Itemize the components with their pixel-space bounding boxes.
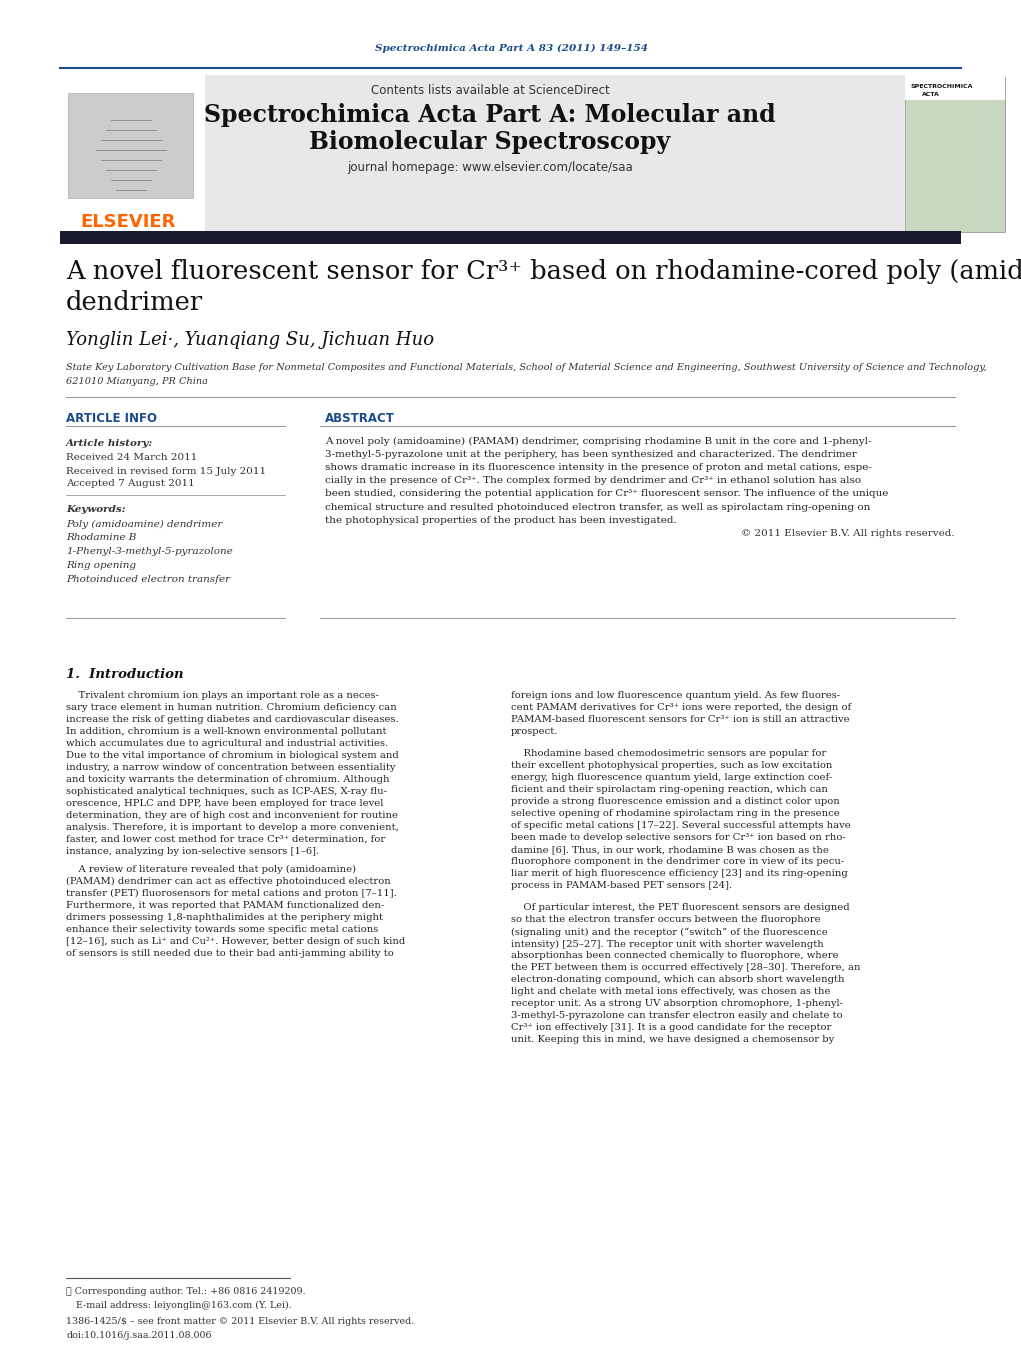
Text: receptor unit. As a strong UV absorption chromophore, 1-phenyl-: receptor unit. As a strong UV absorption… bbox=[510, 1000, 843, 1008]
Text: Yonglin Lei·, Yuanqiang Su, Jichuan Huo: Yonglin Lei·, Yuanqiang Su, Jichuan Huo bbox=[66, 331, 434, 349]
Text: A review of literature revealed that poly (amidoamine): A review of literature revealed that pol… bbox=[66, 865, 356, 874]
Text: Poly (amidoamine) dendrimer: Poly (amidoamine) dendrimer bbox=[66, 519, 223, 528]
Text: of sensors is still needed due to their bad anti-jamming ability to: of sensors is still needed due to their … bbox=[66, 948, 394, 958]
Text: journal homepage: www.elsevier.com/locate/saa: journal homepage: www.elsevier.com/locat… bbox=[347, 162, 633, 174]
Text: 3-methyl-5-pyrazolone unit at the periphery, has been synthesized and characteri: 3-methyl-5-pyrazolone unit at the periph… bbox=[325, 450, 857, 459]
Text: transfer (PET) fluorosensors for metal cations and proton [7–11].: transfer (PET) fluorosensors for metal c… bbox=[66, 889, 397, 897]
Text: Accepted 7 August 2011: Accepted 7 August 2011 bbox=[66, 480, 195, 489]
Text: selective opening of rhodamine spirolactam ring in the presence: selective opening of rhodamine spirolact… bbox=[510, 809, 839, 819]
Text: State Key Laboratory Cultivation Base for Nonmetal Composites and Functional Mat: State Key Laboratory Cultivation Base fo… bbox=[66, 363, 986, 373]
Text: shows dramatic increase in its fluorescence intensity in the presence of proton : shows dramatic increase in its fluoresce… bbox=[325, 463, 872, 471]
Text: ELSEVIER: ELSEVIER bbox=[80, 213, 176, 231]
Text: Due to the vital importance of chromium in biological system and: Due to the vital importance of chromium … bbox=[66, 751, 399, 759]
Text: Ring opening: Ring opening bbox=[66, 562, 136, 570]
Text: (PAMAM) dendrimer can act as effective photoinduced electron: (PAMAM) dendrimer can act as effective p… bbox=[66, 877, 391, 885]
Bar bbox=[60, 76, 905, 235]
Text: Article history:: Article history: bbox=[66, 439, 153, 449]
Bar bbox=[60, 76, 205, 235]
Bar bbox=[905, 77, 1005, 232]
Text: A novel poly (amidoamine) (PAMAM) dendrimer, comprising rhodamine B unit in the : A novel poly (amidoamine) (PAMAM) dendri… bbox=[325, 436, 872, 446]
Text: 621010 Mianyang, PR China: 621010 Mianyang, PR China bbox=[66, 377, 208, 386]
Text: chemical structure and resulted photoinduced electron transfer, as well as spiro: chemical structure and resulted photoind… bbox=[325, 503, 870, 512]
Text: Cr³⁺ ion effectively [31]. It is a good candidate for the receptor: Cr³⁺ ion effectively [31]. It is a good … bbox=[510, 1024, 831, 1032]
Text: electron-donating compound, which can absorb short wavelength: electron-donating compound, which can ab… bbox=[510, 975, 844, 985]
Text: Spectrochimica Acta Part A: Molecular and: Spectrochimica Acta Part A: Molecular an… bbox=[204, 103, 776, 127]
Text: increase the risk of getting diabetes and cardiovascular diseases.: increase the risk of getting diabetes an… bbox=[66, 715, 398, 724]
Text: analysis. Therefore, it is important to develop a more convenient,: analysis. Therefore, it is important to … bbox=[66, 823, 399, 831]
Text: 1.  Introduction: 1. Introduction bbox=[66, 667, 184, 681]
Text: which accumulates due to agricultural and industrial activities.: which accumulates due to agricultural an… bbox=[66, 739, 388, 747]
Text: orescence, HPLC and DPP, have been employed for trace level: orescence, HPLC and DPP, have been emplo… bbox=[66, 798, 383, 808]
Text: Rhodamine based chemodosimetric sensors are popular for: Rhodamine based chemodosimetric sensors … bbox=[510, 750, 826, 758]
Text: A novel fluorescent sensor for Cr³⁺ based on rhodamine-cored poly (amidoamine): A novel fluorescent sensor for Cr³⁺ base… bbox=[66, 259, 1021, 285]
Text: ABSTRACT: ABSTRACT bbox=[325, 412, 395, 424]
Text: the photophysical properties of the product has been investigated.: the photophysical properties of the prod… bbox=[325, 516, 677, 524]
Text: Biomolecular Spectroscopy: Biomolecular Spectroscopy bbox=[309, 130, 671, 154]
Text: Received 24 March 2011: Received 24 March 2011 bbox=[66, 454, 197, 462]
Text: Keywords:: Keywords: bbox=[66, 505, 126, 515]
Text: Rhodamine B: Rhodamine B bbox=[66, 534, 137, 543]
Text: PAMAM-based fluorescent sensors for Cr³⁺ ion is still an attractive: PAMAM-based fluorescent sensors for Cr³⁺… bbox=[510, 715, 849, 724]
Text: drimers possessing 1,8-naphthalimides at the periphery might: drimers possessing 1,8-naphthalimides at… bbox=[66, 912, 383, 921]
Text: been studied, considering the potential application for Cr³⁺ fluorescent sensor.: been studied, considering the potential … bbox=[325, 489, 888, 499]
Text: their excellent photophysical properties, such as low excitation: their excellent photophysical properties… bbox=[510, 762, 832, 770]
Text: the PET between them is occurred effectively [28–30]. Therefore, an: the PET between them is occurred effecti… bbox=[510, 963, 861, 973]
Text: instance, analyzing by ion-selective sensors [1–6].: instance, analyzing by ion-selective sen… bbox=[66, 847, 320, 855]
Text: sary trace element in human nutrition. Chromium deficiency can: sary trace element in human nutrition. C… bbox=[66, 703, 397, 712]
Text: process in PAMAM-based PET sensors [24].: process in PAMAM-based PET sensors [24]. bbox=[510, 881, 732, 890]
Text: industry, a narrow window of concentration between essentiality: industry, a narrow window of concentrati… bbox=[66, 762, 395, 771]
Text: faster, and lower cost method for trace Cr³⁺ determination, for: faster, and lower cost method for trace … bbox=[66, 835, 385, 843]
Text: 1-Phenyl-3-methyl-5-pyrazolone: 1-Phenyl-3-methyl-5-pyrazolone bbox=[66, 547, 233, 557]
Text: 3-methyl-5-pyrazolone can transfer electron easily and chelate to: 3-methyl-5-pyrazolone can transfer elect… bbox=[510, 1012, 842, 1020]
Text: Trivalent chromium ion plays an important role as a neces-: Trivalent chromium ion plays an importan… bbox=[66, 690, 379, 700]
Text: of specific metal cations [17–22]. Several successful attempts have: of specific metal cations [17–22]. Sever… bbox=[510, 821, 850, 831]
Text: foreign ions and low fluorescence quantum yield. As few fluores-: foreign ions and low fluorescence quantu… bbox=[510, 690, 840, 700]
Text: dendrimer: dendrimer bbox=[66, 289, 203, 315]
Text: enhance their selectivity towards some specific metal cations: enhance their selectivity towards some s… bbox=[66, 924, 378, 934]
Text: absorptionhas been connected chemically to fluorophore, where: absorptionhas been connected chemically … bbox=[510, 951, 838, 961]
Text: light and chelate with metal ions effectively, was chosen as the: light and chelate with metal ions effect… bbox=[510, 988, 830, 997]
Text: sophisticated analytical techniques, such as ICP-AES, X-ray flu-: sophisticated analytical techniques, suc… bbox=[66, 786, 387, 796]
Text: unit. Keeping this in mind, we have designed a chemosensor by: unit. Keeping this in mind, we have desi… bbox=[510, 1035, 834, 1044]
Text: Contents lists available at ScienceDirect: Contents lists available at ScienceDirec… bbox=[371, 84, 610, 96]
Text: intensity) [25–27]. The receptor unit with shorter wavelength: intensity) [25–27]. The receptor unit wi… bbox=[510, 939, 824, 948]
Text: so that the electron transfer occurs between the fluorophore: so that the electron transfer occurs bet… bbox=[510, 916, 821, 924]
Text: cent PAMAM derivatives for Cr³⁺ ions were reported, the design of: cent PAMAM derivatives for Cr³⁺ ions wer… bbox=[510, 703, 852, 712]
Text: prospect.: prospect. bbox=[510, 727, 558, 735]
Text: 1386-1425/$ – see front matter © 2011 Elsevier B.V. All rights reserved.: 1386-1425/$ – see front matter © 2011 El… bbox=[66, 1317, 415, 1327]
Text: SPECTROCHIMICA: SPECTROCHIMICA bbox=[910, 85, 972, 89]
Text: Received in revised form 15 July 2011: Received in revised form 15 July 2011 bbox=[66, 466, 266, 476]
Text: Spectrochimica Acta Part A 83 (2011) 149–154: Spectrochimica Acta Part A 83 (2011) 149… bbox=[375, 43, 647, 53]
Text: (signaling unit) and the receptor (“switch” of the fluorescence: (signaling unit) and the receptor (“swit… bbox=[510, 927, 828, 936]
Text: [12–16], such as Li⁺ and Cu²⁺. However, better design of such kind: [12–16], such as Li⁺ and Cu²⁺. However, … bbox=[66, 936, 405, 946]
Text: Furthermore, it was reported that PAMAM functionalized den-: Furthermore, it was reported that PAMAM … bbox=[66, 901, 384, 909]
Bar bbox=[68, 93, 193, 199]
Text: cially in the presence of Cr³⁺. The complex formed by dendrimer and Cr³⁺ in etha: cially in the presence of Cr³⁺. The comp… bbox=[325, 476, 861, 485]
Text: Photoinduced electron transfer: Photoinduced electron transfer bbox=[66, 576, 230, 585]
Text: ficient and their spirolactam ring-opening reaction, which can: ficient and their spirolactam ring-openi… bbox=[510, 785, 828, 794]
Text: provide a strong fluorescence emission and a distinct color upon: provide a strong fluorescence emission a… bbox=[510, 797, 839, 807]
Text: and toxicity warrants the determination of chromium. Although: and toxicity warrants the determination … bbox=[66, 774, 389, 784]
Text: ARTICLE INFO: ARTICLE INFO bbox=[66, 412, 157, 424]
Bar bbox=[60, 231, 961, 245]
Text: energy, high fluorescence quantum yield, large extinction coef-: energy, high fluorescence quantum yield,… bbox=[510, 774, 832, 782]
Text: been made to develop selective sensors for Cr³⁺ ion based on rho-: been made to develop selective sensors f… bbox=[510, 834, 845, 843]
Text: doi:10.1016/j.saa.2011.08.006: doi:10.1016/j.saa.2011.08.006 bbox=[66, 1331, 211, 1339]
Text: ★ Corresponding author. Tel.: +86 0816 2419209.: ★ Corresponding author. Tel.: +86 0816 2… bbox=[66, 1288, 305, 1297]
Text: Of particular interest, the PET fluorescent sensors are designed: Of particular interest, the PET fluoresc… bbox=[510, 904, 849, 912]
Text: In addition, chromium is a well-known environmental pollutant: In addition, chromium is a well-known en… bbox=[66, 727, 387, 735]
Bar bbox=[905, 77, 1005, 100]
Text: E-mail address: leiyonglin@163.com (Y. Lei).: E-mail address: leiyonglin@163.com (Y. L… bbox=[76, 1301, 292, 1309]
Text: damine [6]. Thus, in our work, rhodamine B was chosen as the: damine [6]. Thus, in our work, rhodamine… bbox=[510, 846, 829, 854]
Text: determination, they are of high cost and inconvenient for routine: determination, they are of high cost and… bbox=[66, 811, 398, 820]
Text: © 2011 Elsevier B.V. All rights reserved.: © 2011 Elsevier B.V. All rights reserved… bbox=[741, 528, 955, 538]
Text: ACTA: ACTA bbox=[922, 92, 940, 97]
Text: liar merit of high fluorescence efficiency [23] and its ring-opening: liar merit of high fluorescence efficien… bbox=[510, 870, 847, 878]
Text: fluorophore component in the dendrimer core in view of its pecu-: fluorophore component in the dendrimer c… bbox=[510, 858, 844, 866]
